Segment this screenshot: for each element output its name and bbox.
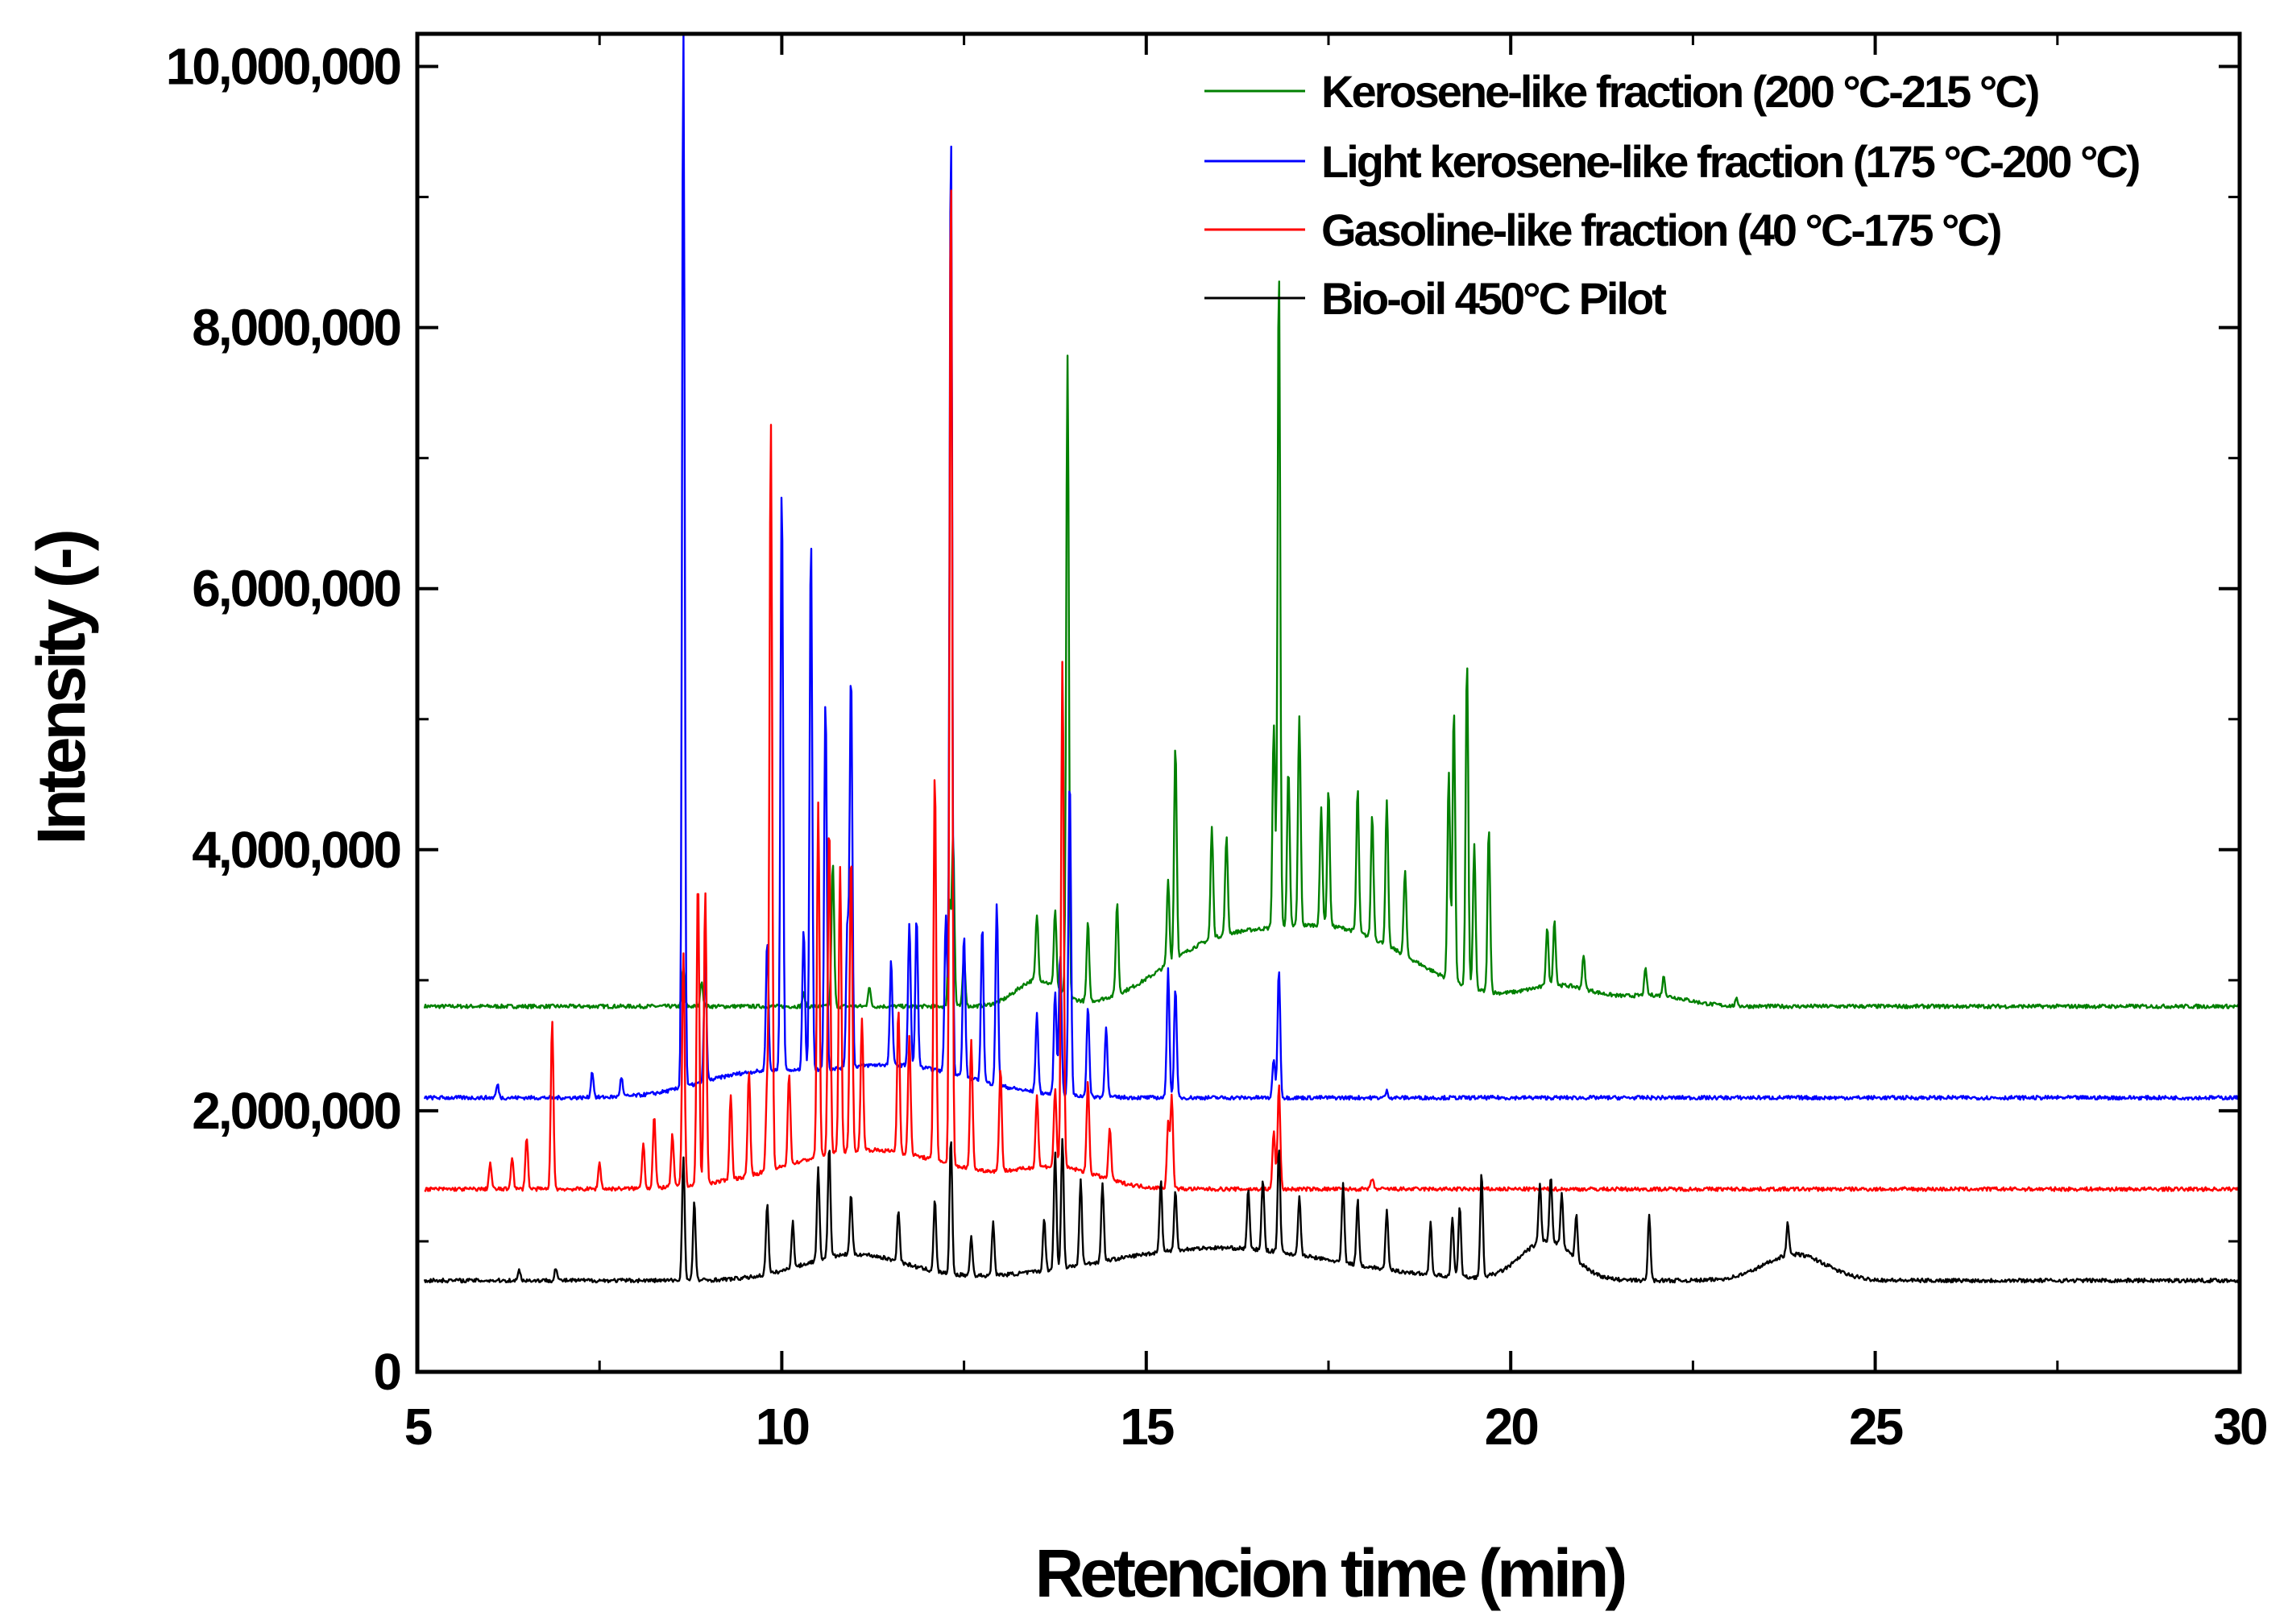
y-tick-label: 6,000,000 [192, 560, 400, 618]
x-tick-label: 10 [756, 1398, 809, 1456]
x-axis-title: Retencion time (min) [1035, 1535, 1625, 1611]
legend-label-bio-oil: Bio-oil 450°C Pilot [1321, 273, 1666, 324]
x-tick-label: 30 [2213, 1398, 2266, 1456]
x-tick-label: 5 [404, 1398, 432, 1456]
series-line-0 [423, 280, 2240, 1009]
series-line-1 [423, 32, 2240, 1101]
series-layer [423, 32, 2240, 1284]
x-tick-label: 20 [1485, 1398, 1538, 1456]
y-tick-label: 2,000,000 [192, 1082, 400, 1140]
series-line-3 [423, 1137, 2240, 1284]
y-tick-label: 8,000,000 [192, 299, 400, 357]
x-tick-label: 15 [1120, 1398, 1174, 1456]
legend-label-gasoline: Gasoline-like fraction (40 °C-175 °C) [1321, 205, 2000, 255]
series-line-2 [424, 189, 2240, 1192]
y-axis-title: Intensity (-) [23, 532, 99, 845]
legend-label-kerosene: Kerosene-like fraction (200 °C-215 °C) [1321, 66, 2038, 117]
y-tick-label: 10,000,000 [166, 38, 400, 96]
y-tick-label: 4,000,000 [192, 821, 400, 879]
axis-ticks: 5 10 15 20 25 30 0 2,000,000 4,000,000 6,000,000 8… [166, 34, 2269, 1456]
y-tick-label: 0 [373, 1343, 400, 1401]
x-tick-label: 25 [1849, 1398, 1903, 1456]
legend: Kerosene-like fraction (200 °C-215 °C) L… [1204, 66, 2141, 324]
legend-label-light-kerosene: Light kerosene-like fraction (175 °C-200… [1321, 136, 2139, 187]
